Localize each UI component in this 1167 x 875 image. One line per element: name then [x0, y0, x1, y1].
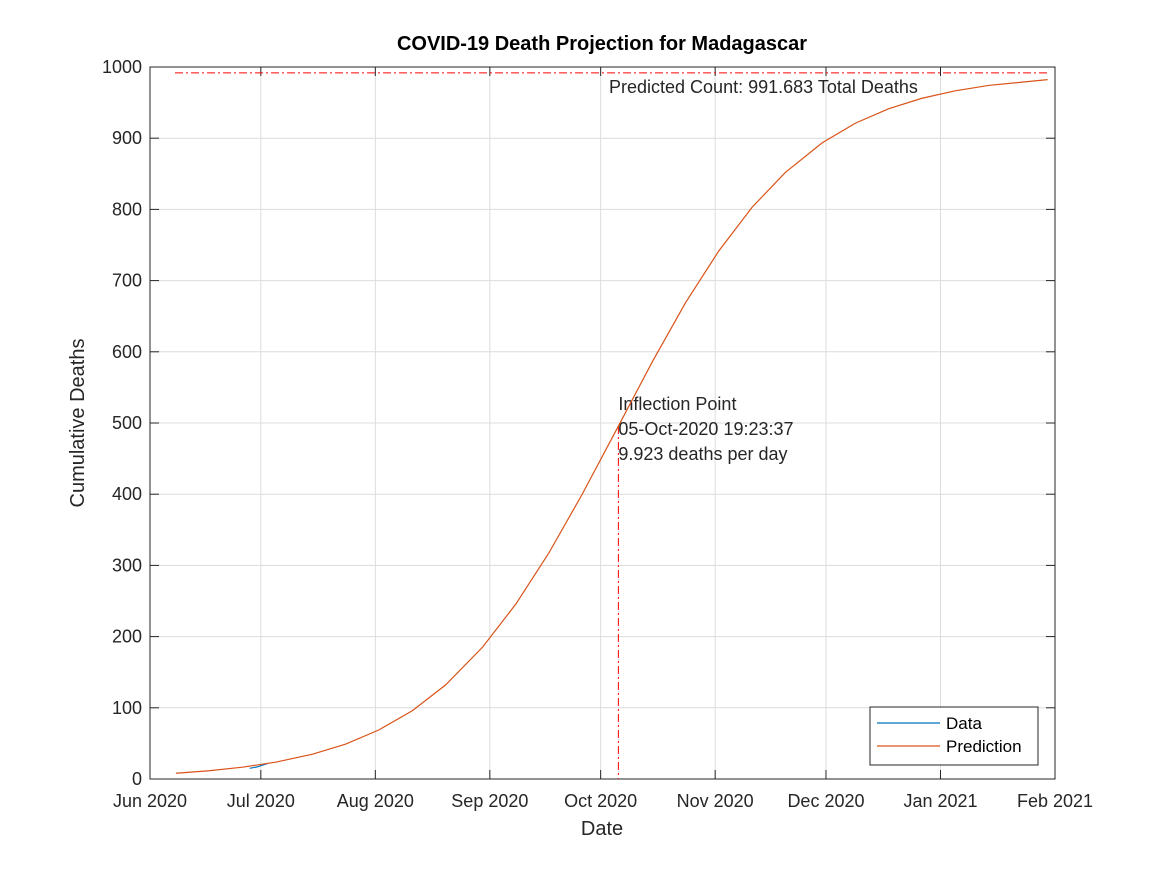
y-tick-label: 700 [112, 271, 142, 291]
inflection-label: 9.923 deaths per day [618, 444, 787, 464]
asymptote-label: Predicted Count: 991.683 Total Deaths [609, 77, 918, 97]
y-tick-label: 1000 [102, 57, 142, 77]
x-tick-label: Sep 2020 [451, 791, 528, 811]
x-tick-label: Aug 2020 [337, 791, 414, 811]
legend-box [869, 706, 1039, 766]
x-tick-label: Oct 2020 [564, 791, 637, 811]
inflection-label: 05-Oct-2020 19:23:37 [618, 419, 793, 439]
x-axis-label: Date [581, 818, 623, 840]
series-line [249, 762, 269, 769]
y-tick-label: 500 [112, 413, 142, 433]
y-tick-label: 200 [112, 627, 142, 647]
y-axis-label: Cumulative Deaths [67, 339, 89, 508]
series-line [175, 79, 1048, 774]
chart-title: COVID-19 Death Projection for Madagascar [397, 33, 807, 55]
x-tick-label: Dec 2020 [787, 791, 864, 811]
y-tick-label: 0 [132, 769, 142, 789]
y-tick-label: 900 [112, 128, 142, 148]
y-tick-label: 400 [112, 484, 142, 504]
legend-label: Prediction [946, 737, 1022, 756]
legend-label: Data [946, 714, 982, 733]
axes-box [149, 66, 1056, 780]
y-tick-label: 100 [112, 698, 142, 718]
y-tick-label: 300 [112, 555, 142, 575]
y-tick-label: 800 [112, 199, 142, 219]
inflection-label: Inflection Point [618, 394, 736, 414]
x-tick-label: Jan 2021 [903, 791, 977, 811]
x-tick-label: Nov 2020 [677, 791, 754, 811]
x-tick-label: Jun 2020 [113, 791, 187, 811]
x-tick-label: Jul 2020 [227, 791, 295, 811]
x-tick-label: Feb 2021 [1017, 791, 1093, 811]
y-tick-label: 600 [112, 342, 142, 362]
